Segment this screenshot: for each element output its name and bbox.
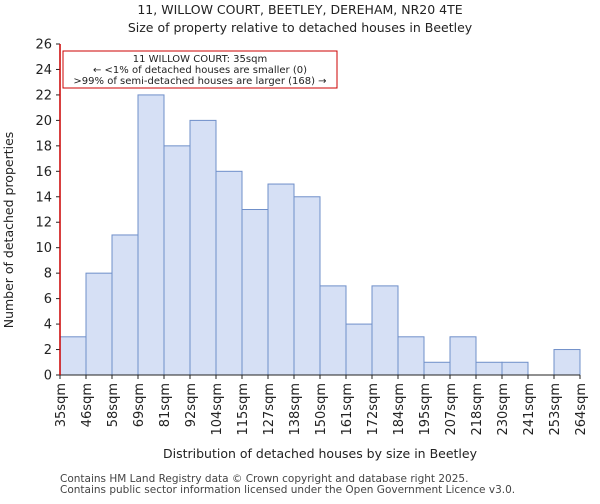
y-tick-label-14: 14 (35, 190, 52, 205)
y-tick-label-16: 16 (35, 165, 52, 180)
x-tick-label-104sqm: 104sqm (210, 383, 225, 436)
bar-58sqm (111, 234, 139, 376)
x-tick-label-138sqm: 138sqm (288, 383, 303, 436)
y-tick-label-0: 0 (44, 369, 52, 384)
y-axis-label: Number of detached properties (1, 132, 16, 329)
y-tick-label-22: 22 (35, 88, 52, 103)
x-axis-label: Distribution of detached houses by size … (163, 446, 478, 461)
x-tick-label-207sqm: 207sqm (444, 383, 459, 436)
y-tick-label-10: 10 (35, 241, 52, 256)
y-tick-label-2: 2 (44, 343, 52, 358)
x-tick-label-58sqm: 58sqm (106, 383, 121, 427)
chart-title: 11, WILLOW COURT, BEETLEY, DEREHAM, NR20… (137, 2, 462, 17)
bar-81sqm (163, 145, 191, 376)
bar-104sqm (215, 170, 243, 376)
annotation-line-1: 11 WILLOW COURT: 35sqm (133, 54, 267, 65)
bar-195sqm (423, 361, 451, 376)
annotation-box (62, 50, 338, 89)
bar-35sqm (59, 336, 87, 376)
bar-69sqm (137, 94, 165, 376)
x-tick-label-184sqm: 184sqm (392, 383, 407, 436)
annotation-line-3: >99% of semi-detached houses are larger … (73, 76, 326, 87)
x-tick-label-46sqm: 46sqm (80, 383, 95, 427)
x-tick-label-115sqm: 115sqm (236, 383, 251, 436)
bar-92sqm (189, 119, 217, 376)
x-tick-label-127sqm: 127sqm (262, 383, 277, 436)
x-tick-label-92sqm: 92sqm (184, 383, 199, 427)
x-tick-label-69sqm: 69sqm (132, 383, 147, 427)
bar-127sqm (267, 183, 295, 376)
bar-253sqm (553, 349, 581, 376)
x-tick-label-264sqm: 264sqm (574, 383, 589, 436)
y-tick-label-26: 26 (35, 38, 52, 53)
bar-218sqm (475, 361, 503, 376)
bar-150sqm (319, 285, 347, 376)
bars-layer (59, 94, 581, 376)
x-tick-label-253sqm: 253sqm (548, 383, 563, 436)
chart-subtitle: Size of property relative to detached ho… (128, 20, 473, 35)
x-tick-label-150sqm: 150sqm (314, 383, 329, 436)
footer-line-1: Contains HM Land Registry data © Crown c… (60, 473, 469, 485)
x-tick-label-230sqm: 230sqm (496, 383, 511, 436)
y-tick-label-8: 8 (44, 267, 52, 282)
bar-230sqm (501, 361, 529, 376)
bar-161sqm (345, 323, 373, 376)
bar-138sqm (293, 196, 321, 376)
annotation-line-2: ← <1% of detached houses are smaller (0) (93, 65, 307, 76)
annotation-layer: 11 WILLOW COURT: 35sqm ← <1% of detached… (62, 50, 338, 89)
footer-line-2: Contains public sector information licen… (60, 484, 516, 496)
x-tick-label-35sqm: 35sqm (54, 383, 69, 427)
y-tick-label-20: 20 (35, 114, 52, 129)
bar-46sqm (85, 272, 113, 376)
bar-172sqm (371, 285, 399, 376)
y-tick-label-4: 4 (44, 318, 52, 333)
x-tick-label-241sqm: 241sqm (522, 383, 537, 436)
y-tick-label-12: 12 (35, 216, 52, 231)
y-tick-label-6: 6 (44, 292, 52, 307)
y-tick-label-18: 18 (35, 139, 52, 154)
y-tick-label-24: 24 (35, 63, 52, 78)
bar-207sqm (449, 336, 477, 376)
bar-184sqm (397, 336, 425, 376)
x-tick-label-172sqm: 172sqm (366, 383, 381, 436)
x-tick-label-81sqm: 81sqm (158, 383, 173, 427)
x-tick-label-195sqm: 195sqm (418, 383, 433, 436)
x-tick-label-218sqm: 218sqm (470, 383, 485, 436)
bar-115sqm (241, 209, 269, 376)
x-tick-label-161sqm: 161sqm (340, 383, 355, 436)
